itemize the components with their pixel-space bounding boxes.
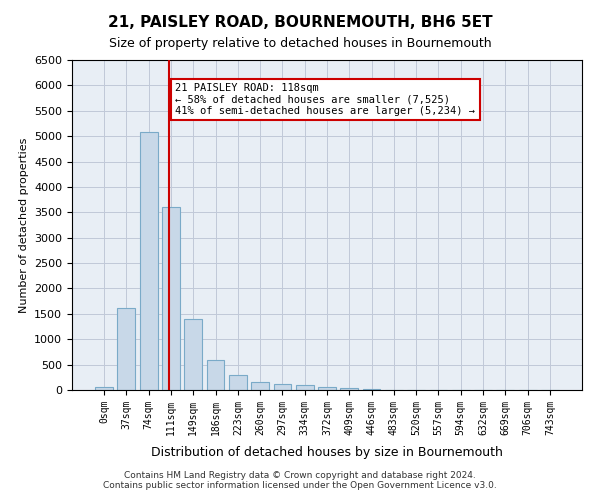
Bar xyxy=(340,388,358,390)
Text: 21, PAISLEY ROAD, BOURNEMOUTH, BH6 5ET: 21, PAISLEY ROAD, BOURNEMOUTH, BH6 5ET xyxy=(107,15,493,30)
Text: Contains HM Land Registry data © Crown copyright and database right 2024.
Contai: Contains HM Land Registry data © Crown c… xyxy=(103,470,497,490)
Bar xyxy=(229,376,247,390)
Bar xyxy=(296,386,314,390)
Bar xyxy=(251,382,269,390)
X-axis label: Distribution of detached houses by size in Bournemouth: Distribution of detached houses by size … xyxy=(151,446,503,459)
Y-axis label: Number of detached properties: Number of detached properties xyxy=(19,138,29,312)
Bar xyxy=(118,308,136,390)
Text: Size of property relative to detached houses in Bournemouth: Size of property relative to detached ho… xyxy=(109,38,491,51)
Bar xyxy=(140,132,158,390)
Text: 21 PAISLEY ROAD: 118sqm
← 58% of detached houses are smaller (7,525)
41% of semi: 21 PAISLEY ROAD: 118sqm ← 58% of detache… xyxy=(175,83,475,116)
Bar xyxy=(184,319,202,390)
Bar xyxy=(206,360,224,390)
Bar xyxy=(274,384,292,390)
Bar xyxy=(162,207,180,390)
Bar xyxy=(318,387,336,390)
Bar xyxy=(95,387,113,390)
